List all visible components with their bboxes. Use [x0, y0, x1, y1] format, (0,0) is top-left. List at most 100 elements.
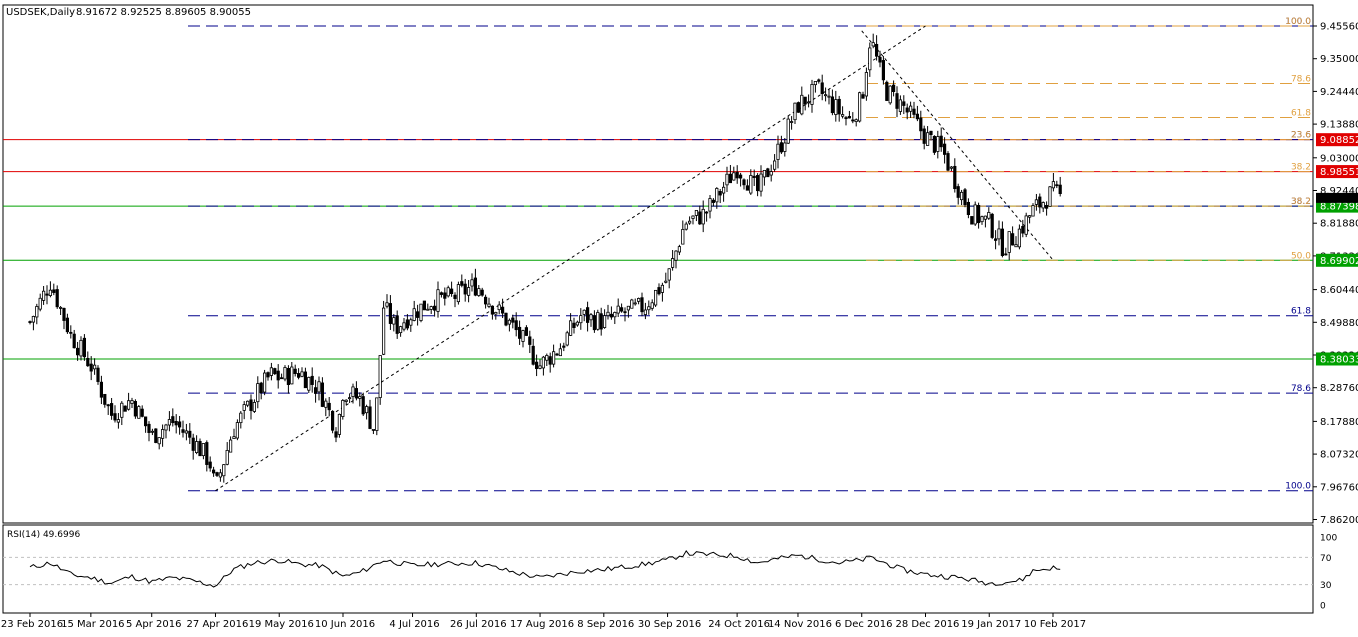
candle-up [507, 319, 512, 325]
candle-down [504, 312, 508, 326]
candle-up [558, 348, 563, 357]
candle-up [552, 351, 556, 365]
candle-up [1031, 205, 1035, 217]
candle-up [300, 371, 304, 377]
candle-up [378, 355, 382, 398]
candle-up [660, 284, 665, 293]
candle-up [290, 366, 294, 385]
candle-up [283, 367, 287, 380]
candle-up [545, 355, 549, 361]
candle-down [432, 305, 437, 311]
price-tick-label: 8.92440 [1320, 186, 1358, 197]
fib-blue-label: 23.6 [1291, 131, 1311, 141]
candle-down [1045, 205, 1049, 209]
main-panel-border [2, 4, 1314, 524]
candle-down [99, 381, 103, 398]
time-tick-label: 14 Nov 2016 [768, 619, 832, 630]
candle-up [130, 400, 134, 404]
candle-down [912, 108, 916, 115]
candle-up [633, 302, 637, 305]
time-tick-label: 19 May 2016 [249, 619, 314, 630]
candle-up [541, 356, 546, 369]
chart-ohlc-label: 8.91672 8.92525 8.89605 8.90055 [76, 7, 251, 18]
rsi-tick-label: 100 [1320, 534, 1337, 544]
candle-down [415, 311, 420, 318]
time-tick-label: 30 Sep 2016 [638, 619, 701, 630]
candle-down [113, 413, 117, 421]
candle-down [86, 357, 90, 367]
candle-up [1028, 215, 1032, 218]
main-panel-frame [2, 4, 1314, 524]
candle-up [701, 208, 705, 225]
candle-up [456, 284, 461, 303]
candle-up [749, 175, 753, 194]
candle-down [123, 405, 127, 412]
fib-blue-label: 78.6 [1291, 384, 1311, 394]
candle-down [531, 345, 535, 365]
trendline [861, 30, 1054, 261]
candle-up [871, 42, 875, 47]
candle-up [786, 118, 790, 144]
candle-down [330, 410, 335, 431]
time-tick-label: 23 Feb 2016 [1, 619, 63, 630]
candle-down [657, 287, 661, 295]
candle-down [154, 428, 158, 443]
candle-down [215, 472, 219, 476]
candle-up [684, 223, 688, 230]
candle-down [171, 416, 175, 424]
candle-up [256, 383, 260, 403]
candle-down [52, 289, 56, 293]
candle-down [296, 373, 301, 378]
candle-up [824, 94, 828, 97]
candle-down [395, 315, 399, 334]
candle-up [262, 372, 267, 393]
candle-down [354, 388, 359, 399]
candle-up [681, 229, 685, 245]
candle-down [779, 142, 784, 153]
time-tick-label: 10 Feb 2017 [1024, 619, 1086, 630]
candle-down [620, 307, 624, 312]
fib-blue-label: 100.0 [1285, 17, 1311, 27]
price-tick-label: 9.35000 [1320, 54, 1358, 65]
candlesticks [28, 33, 1062, 483]
candle-down [728, 173, 733, 184]
candle-up [160, 429, 165, 439]
candle-up [834, 99, 838, 115]
candle-down [851, 119, 855, 122]
candle-up [630, 299, 634, 309]
price-badges: 9.08852 8.98551 8.87398 8.69902 8.38033 [1316, 133, 1358, 366]
candle-up [436, 289, 440, 312]
candle-down [368, 406, 372, 429]
candle-down [103, 393, 107, 405]
candle-up [242, 404, 246, 411]
candle-up [137, 406, 141, 419]
candle-down [963, 189, 967, 206]
support-badge-label: 8.87398 [1320, 202, 1358, 213]
candle-down [439, 292, 444, 295]
candle-up [228, 439, 233, 453]
candle-down [266, 372, 270, 378]
candle-up [497, 304, 501, 311]
candle-down [28, 321, 32, 323]
candle-up [218, 472, 222, 478]
candle-up [375, 397, 379, 431]
candle-up [538, 365, 542, 369]
candle-up [222, 464, 226, 477]
candle-up [392, 317, 396, 325]
candle-down [273, 368, 277, 375]
candle-down [405, 319, 410, 329]
candle-down [133, 401, 137, 417]
candle-up [769, 171, 773, 176]
candle-up [1034, 199, 1038, 205]
candle-down [803, 96, 807, 105]
candle-up [664, 280, 668, 283]
candle-down [198, 440, 202, 457]
candle-up [466, 287, 471, 296]
candle-up [810, 84, 814, 105]
candle-down [820, 82, 824, 95]
rsi-tick-label: 0 [1320, 602, 1326, 612]
candle-down [143, 416, 148, 427]
